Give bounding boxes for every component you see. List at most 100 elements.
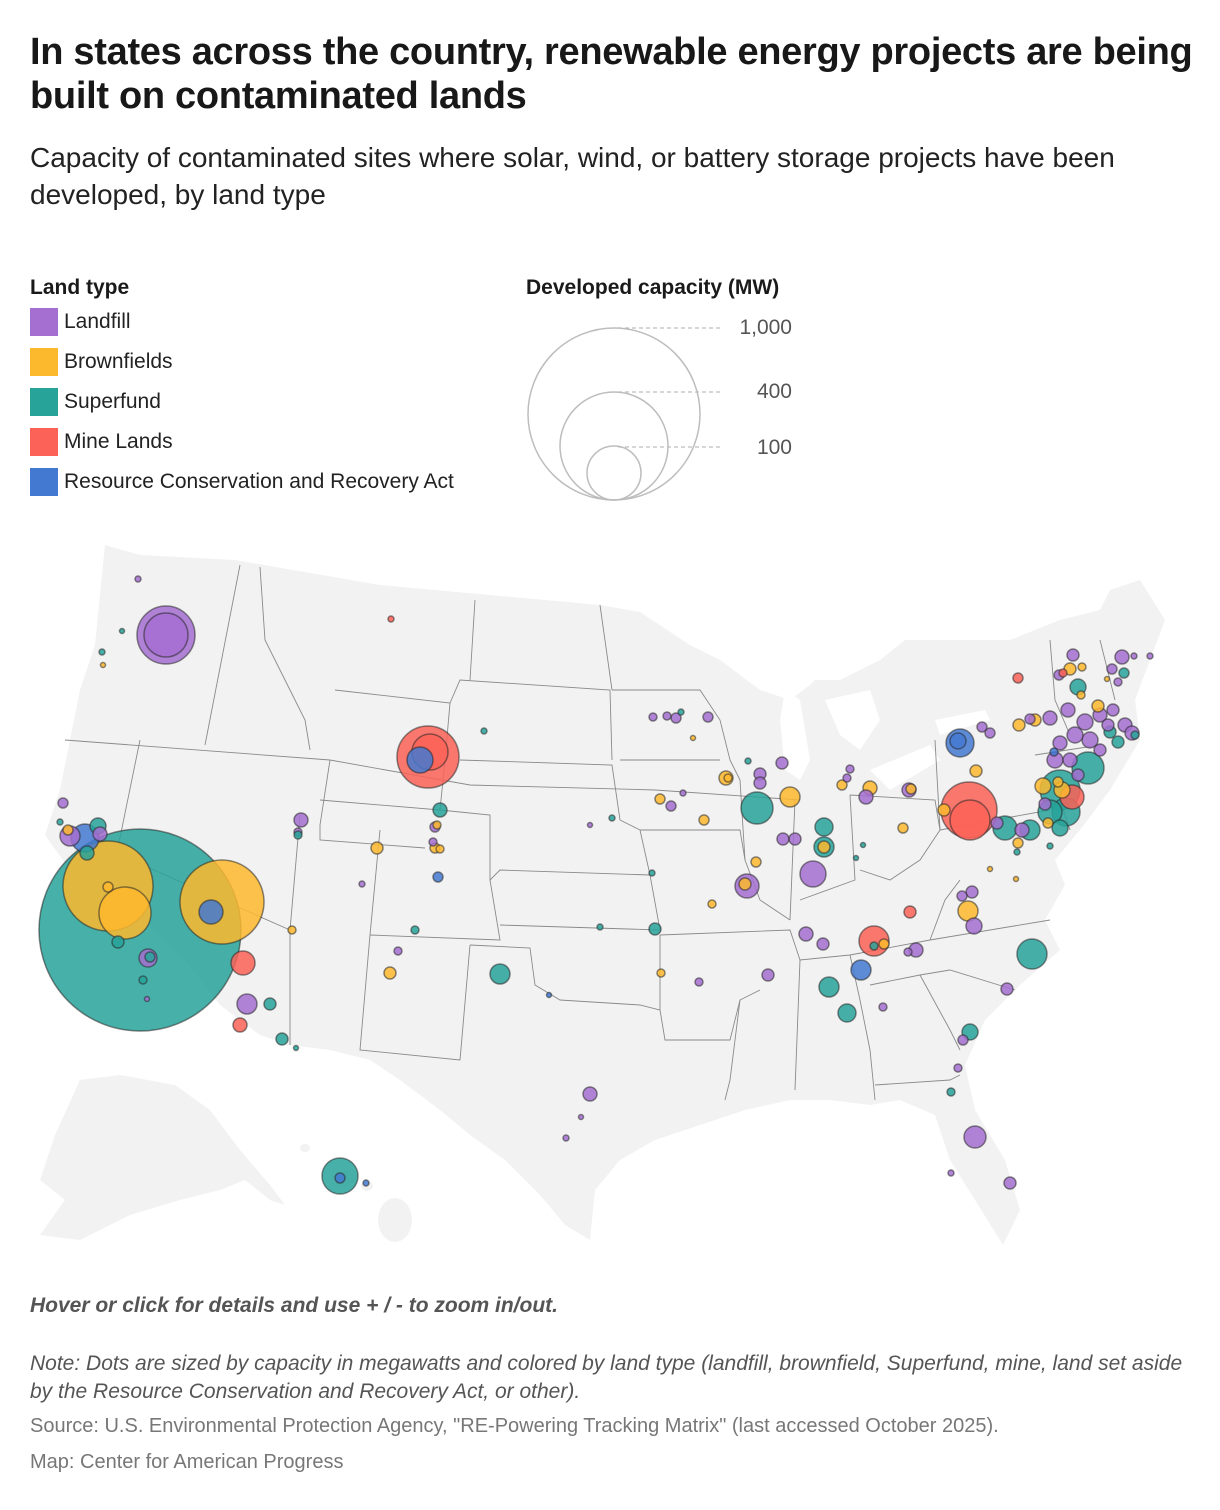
site-dot[interactable] (383, 966, 397, 980)
site-dot[interactable] (293, 830, 303, 840)
site-dot[interactable] (761, 968, 775, 982)
site-dot[interactable] (432, 802, 448, 818)
site-dot[interactable] (293, 812, 309, 828)
site-dot[interactable] (1077, 662, 1087, 672)
site-dot[interactable] (144, 951, 156, 963)
site-dot[interactable] (56, 818, 64, 826)
site-dot[interactable] (1093, 743, 1107, 757)
site-dot[interactable] (143, 995, 151, 1003)
site-dot[interactable] (976, 721, 988, 733)
site-dot[interactable] (869, 941, 879, 951)
site-dot[interactable] (334, 1172, 346, 1184)
site-dot[interactable] (1106, 663, 1118, 675)
site-dot[interactable] (138, 975, 148, 985)
site-dot[interactable] (903, 905, 917, 919)
site-dot[interactable] (1034, 777, 1052, 795)
site-dot[interactable] (292, 1044, 300, 1052)
site-dot[interactable] (858, 789, 874, 805)
site-dot[interactable] (740, 791, 774, 825)
site-dot[interactable] (428, 837, 438, 847)
site-dot[interactable] (118, 627, 126, 635)
site-dot[interactable] (102, 881, 114, 893)
site-dot[interactable] (263, 997, 277, 1011)
site-dot[interactable] (969, 764, 983, 778)
site-dot[interactable] (1130, 652, 1138, 660)
us-map[interactable] (0, 530, 1220, 1270)
site-dot[interactable] (779, 786, 801, 808)
site-dot[interactable] (816, 937, 830, 951)
site-dot[interactable] (1042, 710, 1058, 726)
site-dot[interactable] (990, 816, 1004, 830)
site-dot[interactable] (432, 871, 444, 883)
site-dot[interactable] (62, 824, 74, 836)
legend-item-landfill[interactable]: Landfill (30, 302, 454, 342)
site-dot[interactable] (1016, 938, 1048, 970)
site-dot[interactable] (1012, 672, 1024, 684)
site-dot[interactable] (358, 880, 366, 888)
site-dot[interactable] (1000, 982, 1014, 996)
site-dot[interactable] (545, 991, 553, 999)
site-dot[interactable] (949, 799, 991, 841)
site-dot[interactable] (1024, 713, 1036, 725)
site-dot[interactable] (937, 803, 951, 817)
site-dot[interactable] (776, 832, 790, 846)
site-dot[interactable] (1076, 690, 1086, 700)
site-dot[interactable] (723, 773, 733, 783)
site-dot[interactable] (1118, 667, 1130, 679)
site-dot[interactable] (586, 821, 594, 829)
site-dot[interactable] (1091, 699, 1105, 713)
site-dot[interactable] (1046, 842, 1054, 850)
site-dot[interactable] (1062, 752, 1078, 768)
legend-item-brownfields[interactable]: Brownfields (30, 342, 454, 382)
site-dot[interactable] (562, 1134, 570, 1142)
site-dot[interactable] (1130, 730, 1140, 740)
site-dot[interactable] (1058, 668, 1068, 678)
site-dot[interactable] (798, 926, 814, 942)
site-dot[interactable] (406, 746, 434, 774)
site-dot[interactable] (702, 711, 714, 723)
site-dot[interactable] (1003, 1176, 1017, 1190)
site-dot[interactable] (859, 841, 867, 849)
site-dot[interactable] (788, 832, 802, 846)
site-dot[interactable] (1146, 652, 1154, 660)
site-dot[interactable] (179, 859, 265, 945)
site-dot[interactable] (582, 1086, 598, 1102)
legend-item-mine-lands[interactable]: Mine Lands (30, 422, 454, 462)
site-dot[interactable] (750, 856, 762, 868)
site-dot[interactable] (287, 925, 297, 935)
site-dot[interactable] (753, 776, 767, 790)
site-dot[interactable] (98, 886, 152, 940)
site-dot[interactable] (577, 1113, 585, 1121)
site-dot[interactable] (689, 734, 697, 742)
site-dot[interactable] (1012, 837, 1024, 849)
site-dot[interactable] (852, 854, 860, 862)
site-dot[interactable] (1038, 797, 1052, 811)
site-dot[interactable] (677, 708, 685, 716)
site-dot[interactable] (1103, 675, 1111, 683)
site-dot[interactable] (814, 817, 834, 837)
site-dot[interactable] (1113, 677, 1123, 687)
site-dot[interactable] (362, 1179, 370, 1187)
site-dot[interactable] (1071, 768, 1085, 782)
site-dot[interactable] (393, 946, 403, 956)
site-dot[interactable] (1106, 703, 1120, 717)
site-dot[interactable] (79, 845, 95, 861)
site-dot[interactable] (1013, 848, 1021, 856)
site-dot[interactable] (134, 575, 142, 583)
site-dot[interactable] (878, 938, 890, 950)
site-dot[interactable] (956, 890, 968, 902)
site-dot[interactable] (143, 612, 189, 658)
site-dot[interactable] (410, 925, 420, 935)
site-dot[interactable] (986, 865, 994, 873)
site-dot[interactable] (99, 661, 107, 669)
site-dot[interactable] (1111, 735, 1125, 749)
site-dot[interactable] (648, 869, 656, 877)
site-dot[interactable] (596, 923, 604, 931)
site-dot[interactable] (744, 757, 752, 765)
site-dot[interactable] (370, 841, 384, 855)
site-dot[interactable] (1042, 817, 1054, 829)
site-dot[interactable] (698, 814, 710, 826)
site-dot[interactable] (817, 840, 831, 854)
site-dot[interactable] (707, 899, 717, 909)
site-dot[interactable] (842, 773, 852, 783)
